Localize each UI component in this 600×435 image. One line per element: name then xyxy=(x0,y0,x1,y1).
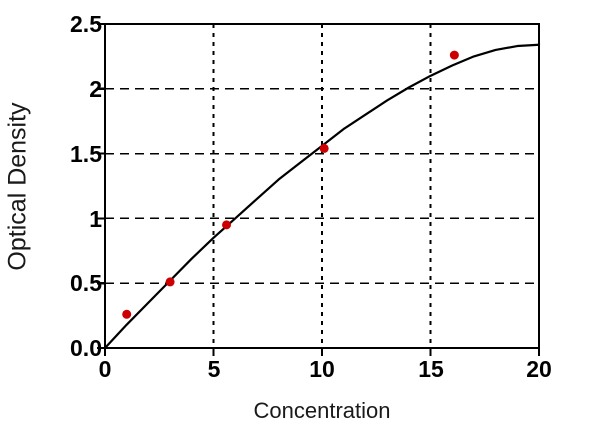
data-point-marker xyxy=(222,220,232,230)
y-axis-tick-labels: 2.5 2 1.5 1 0.5 0.0 xyxy=(36,0,102,435)
data-points xyxy=(122,50,459,319)
data-point-marker xyxy=(319,143,329,153)
x-tick-label-10: 10 xyxy=(309,356,335,382)
gridlines xyxy=(105,24,539,348)
axis-ticks xyxy=(97,22,541,356)
y-tick-label-0-0: 0.0 xyxy=(70,335,102,361)
y-tick-label-1: 1 xyxy=(89,206,102,232)
y-tick-label-0-5: 0.5 xyxy=(70,270,102,296)
data-point-marker xyxy=(122,309,132,319)
x-tick-label-20: 20 xyxy=(526,356,552,382)
x-tick-label-5: 5 xyxy=(207,356,221,382)
y-tick-label-2-5: 2.5 xyxy=(70,11,102,37)
y-tick-label-2: 2 xyxy=(89,76,102,102)
data-point-marker xyxy=(449,50,459,60)
x-tick-label-15: 15 xyxy=(418,356,444,382)
data-point-marker xyxy=(165,277,175,287)
x-tick-label-0: 0 xyxy=(98,356,112,382)
y-tick-label-1-5: 1.5 xyxy=(70,141,102,167)
x-axis-title: Concentration xyxy=(253,398,391,423)
